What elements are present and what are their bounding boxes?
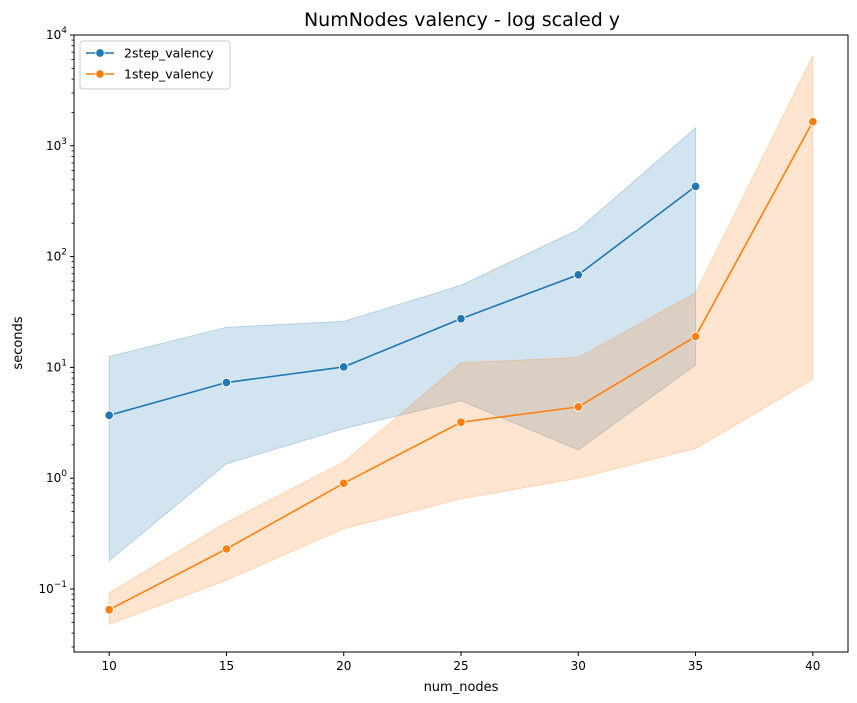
data-point-1step_valency-30	[573, 402, 584, 412]
x-tick-label: 25	[453, 659, 468, 673]
series-line-2step_valency	[108, 185, 697, 417]
y-axis-label: seconds	[11, 316, 26, 369]
y-tick-label: 100	[46, 469, 67, 485]
y-tick-label: 101	[46, 358, 67, 374]
y-tick-label: 10−1	[38, 580, 67, 596]
data-point-2step_valency-15	[221, 377, 232, 388]
chart-title: NumNodes valency - log scaled y	[304, 9, 620, 31]
x-axis-label: num_nodes	[424, 680, 499, 695]
x-tick-label: 15	[219, 659, 234, 673]
confidence-band-2step_valency	[108, 126, 697, 562]
legend-box	[79, 40, 231, 90]
data-point-2step_valency-10	[104, 410, 114, 420]
data-point-1step_valency-15	[221, 544, 232, 554]
data-point-1step_valency-10	[104, 604, 114, 615]
legend-marker-1step_valency	[95, 69, 105, 79]
legend-label-1step_valency: 1step_valency	[124, 67, 214, 82]
y-tick-label: 104	[46, 26, 67, 42]
confidence-band-1step_valency	[108, 55, 814, 626]
data-point-1step_valency-20	[338, 478, 349, 489]
data-point-2step_valency-20	[338, 362, 349, 372]
y-tick-label: 102	[46, 248, 67, 264]
x-tick-label: 20	[336, 659, 351, 673]
x-tick-label: 30	[571, 659, 586, 673]
legend-marker-2step_valency	[95, 48, 105, 58]
data-point-2step_valency-35	[690, 181, 701, 192]
x-tick-label: 40	[805, 659, 820, 673]
data-point-1step_valency-40	[808, 116, 818, 127]
y-axis-ticks: 10−1 100 101 102 103 104	[38, 26, 74, 648]
plot-frame	[73, 34, 849, 653]
legend: 2step_valency 1step_valency	[79, 40, 231, 90]
x-tick-label: 10	[102, 659, 117, 673]
legend-label-2step_valency: 2step_valency	[124, 46, 214, 61]
data-point-1step_valency-35	[690, 331, 701, 342]
data-point-2step_valency-25	[456, 313, 466, 324]
data-point-1step_valency-25	[456, 417, 466, 427]
x-axis-ticks: 10 15 20 25 30 35 40	[102, 652, 820, 673]
plot-area	[104, 55, 818, 626]
y-tick-label: 103	[46, 137, 67, 153]
x-tick-label: 35	[688, 659, 703, 673]
data-point-2step_valency-30	[573, 270, 584, 280]
